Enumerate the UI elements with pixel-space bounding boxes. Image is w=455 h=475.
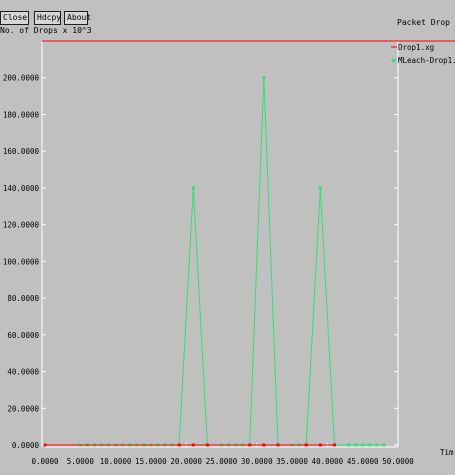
x-axis-label: Tim xyxy=(440,448,454,457)
series-point-1 xyxy=(368,443,372,447)
y-tick-label: 20.0000 xyxy=(7,404,39,413)
y-tick-label: 160.0000 xyxy=(3,147,40,156)
series-point-1 xyxy=(318,186,322,190)
series-point-1 xyxy=(262,76,266,80)
x-tick-label: 50.0000 xyxy=(382,457,414,466)
legend-entry-drop1: Drop1.xg xyxy=(398,43,435,52)
y-tick-label: 80.0000 xyxy=(7,294,39,303)
y-tick-label: 100.0000 xyxy=(3,257,40,266)
series-point-1 xyxy=(382,443,386,447)
x-tick-label: 15.0000 xyxy=(135,457,167,466)
series-point-0 xyxy=(262,443,266,447)
x-tick-label: 10.0000 xyxy=(100,457,132,466)
x-tick-label: 45.0000 xyxy=(347,457,379,466)
x-tick-label: 0.0000 xyxy=(31,457,59,466)
y-tick-label: 120.0000 xyxy=(3,221,40,230)
x-tick-label: 5.0000 xyxy=(67,457,95,466)
series-point-0 xyxy=(191,443,195,447)
y-axis-label: No. of Drops x 10^3 xyxy=(0,26,92,35)
series-point-1 xyxy=(347,443,351,447)
chart-title: Packet Drop xyxy=(397,18,450,27)
y-tick-label: 200.0000 xyxy=(3,74,40,83)
series-point-0 xyxy=(276,443,280,447)
y-tick-label: 40.0000 xyxy=(7,368,39,377)
y-tick-label: 60.0000 xyxy=(7,331,39,340)
series-point-0 xyxy=(43,443,47,447)
hardcopy-button[interactable]: Hdcpy xyxy=(34,11,61,25)
series-point-0 xyxy=(177,443,181,447)
series-point-0 xyxy=(318,443,322,447)
about-button[interactable]: About xyxy=(64,11,91,25)
y-tick-label: 0.0000 xyxy=(12,441,40,450)
series-point-1 xyxy=(354,443,358,447)
series-point-0 xyxy=(248,443,252,447)
series-line-1 xyxy=(45,77,384,446)
close-button[interactable]: Close xyxy=(0,11,29,25)
legend-swatch-marker xyxy=(392,59,395,62)
series-point-1 xyxy=(375,443,379,447)
x-tick-label: 25.0000 xyxy=(206,457,238,466)
legend-entry-mleach-drop1: MLeach-Drop1.xg xyxy=(398,56,455,65)
series-point-1 xyxy=(361,443,365,447)
y-tick-label: 140.0000 xyxy=(3,184,40,193)
y-tick-label: 180.0000 xyxy=(3,110,40,119)
series-point-1 xyxy=(191,186,195,190)
series-point-0 xyxy=(332,443,336,447)
series-point-0 xyxy=(205,443,209,447)
x-tick-label: 30.0000 xyxy=(241,457,273,466)
series-point-0 xyxy=(304,443,308,447)
x-tick-label: 40.0000 xyxy=(312,457,344,466)
x-tick-label: 20.0000 xyxy=(170,457,202,466)
x-tick-label: 35.0000 xyxy=(276,457,308,466)
